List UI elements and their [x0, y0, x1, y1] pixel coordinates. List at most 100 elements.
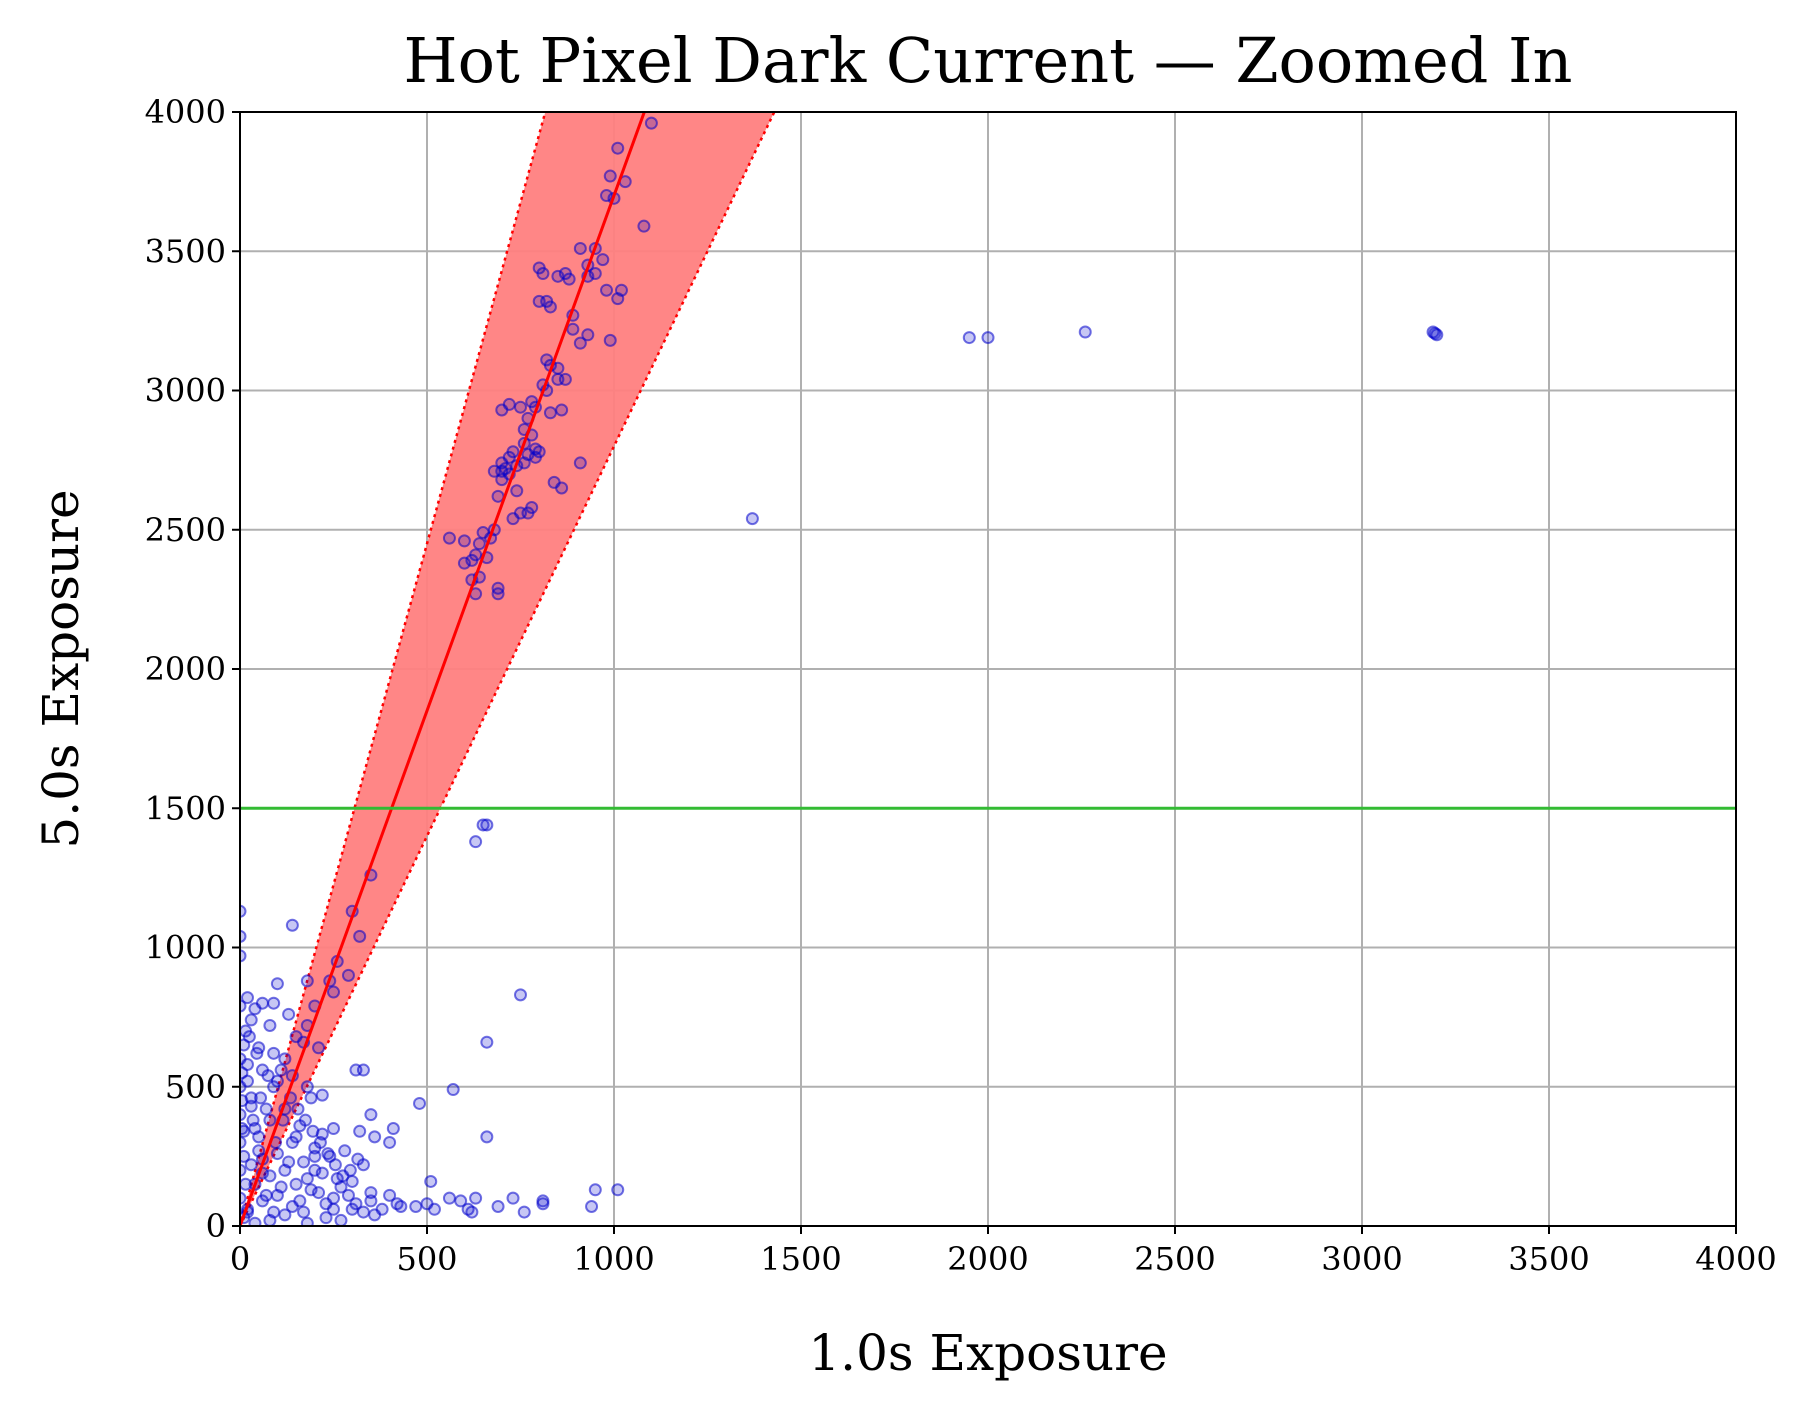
- data-point: [274, 1180, 288, 1194]
- data-point: [603, 333, 617, 347]
- lines-layer: [240, 112, 1736, 1226]
- data-point: [383, 1188, 397, 1202]
- data-point: [981, 331, 995, 345]
- data-point: [327, 1202, 340, 1216]
- data-point: [480, 1035, 494, 1049]
- data-point: [543, 300, 557, 314]
- data-point: [566, 322, 580, 336]
- data-point: [349, 1197, 363, 1211]
- data-point: [240, 1052, 247, 1066]
- data-point: [476, 818, 490, 832]
- data-point: [528, 450, 542, 464]
- data-point: [596, 253, 610, 267]
- data-point: [469, 1191, 483, 1205]
- data-point: [298, 1113, 312, 1127]
- data-point: [536, 267, 550, 281]
- data-point: [491, 1200, 505, 1214]
- chart-title: Hot Pixel Dark Current — Zoomed In: [404, 24, 1573, 97]
- data-point: [300, 1080, 314, 1094]
- data-point: [543, 406, 557, 420]
- data-point: [573, 336, 587, 350]
- x-tick-label: 1500: [760, 1240, 841, 1278]
- y-tick-label: 3000: [145, 372, 226, 410]
- data-point: [319, 1211, 333, 1225]
- x-tick-label: 2500: [1134, 1240, 1215, 1278]
- data-point: [270, 1147, 284, 1161]
- y-tick-label: 1500: [145, 789, 226, 827]
- x-tick-label: 3500: [1508, 1240, 1589, 1278]
- band-lower-edge: [240, 112, 776, 1226]
- data-point: [394, 1200, 408, 1214]
- plot-area: [240, 112, 1736, 1226]
- data-point: [293, 1194, 307, 1208]
- data-point: [600, 283, 614, 297]
- data-point: [637, 219, 651, 233]
- data-point: [321, 1147, 335, 1161]
- data-point: [588, 267, 602, 281]
- data-point: [338, 1144, 352, 1158]
- data-point: [368, 1130, 382, 1144]
- data-point: [242, 1030, 256, 1044]
- data-point: [274, 1063, 288, 1077]
- data-point: [469, 835, 483, 849]
- data-point: [514, 988, 527, 1002]
- x-axis-label: 1.0s Exposure: [808, 1324, 1167, 1382]
- data-point: [588, 1183, 602, 1197]
- data-point: [611, 141, 625, 155]
- data-point: [327, 1122, 340, 1136]
- data-point: [308, 1163, 322, 1177]
- data-point: [263, 1113, 277, 1127]
- band-layer: [240, 112, 776, 1226]
- y-tick-label: 1000: [145, 929, 226, 967]
- data-point: [457, 534, 471, 548]
- y-axis-ticks: 0 500 1000 1500 2000 2500 3000 3500 4000: [145, 93, 240, 1245]
- data-point: [267, 1205, 281, 1219]
- data-point: [297, 1205, 311, 1219]
- data-point: [240, 1066, 249, 1080]
- data-point: [270, 977, 284, 991]
- data-point: [240, 1149, 251, 1163]
- data-point: [603, 169, 617, 183]
- x-tick-label: 3000: [1321, 1240, 1402, 1278]
- data-point: [581, 328, 595, 342]
- data-point: [244, 1099, 258, 1113]
- data-point: [536, 1197, 550, 1211]
- data-point: [644, 116, 658, 130]
- fit-line: [240, 112, 646, 1226]
- data-point: [267, 1046, 281, 1060]
- data-point: [240, 999, 247, 1013]
- data-point: [555, 403, 569, 417]
- data-point: [240, 1094, 249, 1108]
- data-point: [555, 481, 569, 495]
- y-tick-label: 2500: [145, 511, 226, 549]
- data-point: [254, 1091, 268, 1105]
- data-point: [480, 818, 494, 832]
- x-tick-label: 1000: [573, 1240, 654, 1278]
- x-tick-label: 4000: [1695, 1240, 1776, 1278]
- data-point: [304, 1091, 318, 1105]
- data-point: [240, 904, 247, 918]
- data-point: [413, 1096, 427, 1110]
- data-point: [495, 473, 509, 487]
- data-point: [611, 1183, 625, 1197]
- data-point: [364, 1108, 378, 1122]
- data-point: [327, 985, 340, 999]
- data-point: [334, 1213, 348, 1226]
- data-point: [343, 1163, 357, 1177]
- data-point: [472, 537, 486, 551]
- data-point: [250, 1046, 264, 1060]
- data-point: [267, 996, 281, 1010]
- data-point: [1428, 326, 1442, 340]
- data-point: [1078, 325, 1092, 339]
- x-tick-label: 2000: [947, 1240, 1028, 1278]
- data-point: [375, 1202, 389, 1216]
- data-point: [240, 1191, 247, 1205]
- data-point: [312, 1041, 326, 1055]
- data-point: [446, 1083, 460, 1097]
- data-point: [300, 1216, 314, 1226]
- y-tick-label: 4000: [145, 93, 226, 131]
- data-point: [532, 294, 546, 308]
- data-point: [495, 403, 509, 417]
- data-point: [356, 1205, 370, 1219]
- data-point: [240, 1135, 247, 1149]
